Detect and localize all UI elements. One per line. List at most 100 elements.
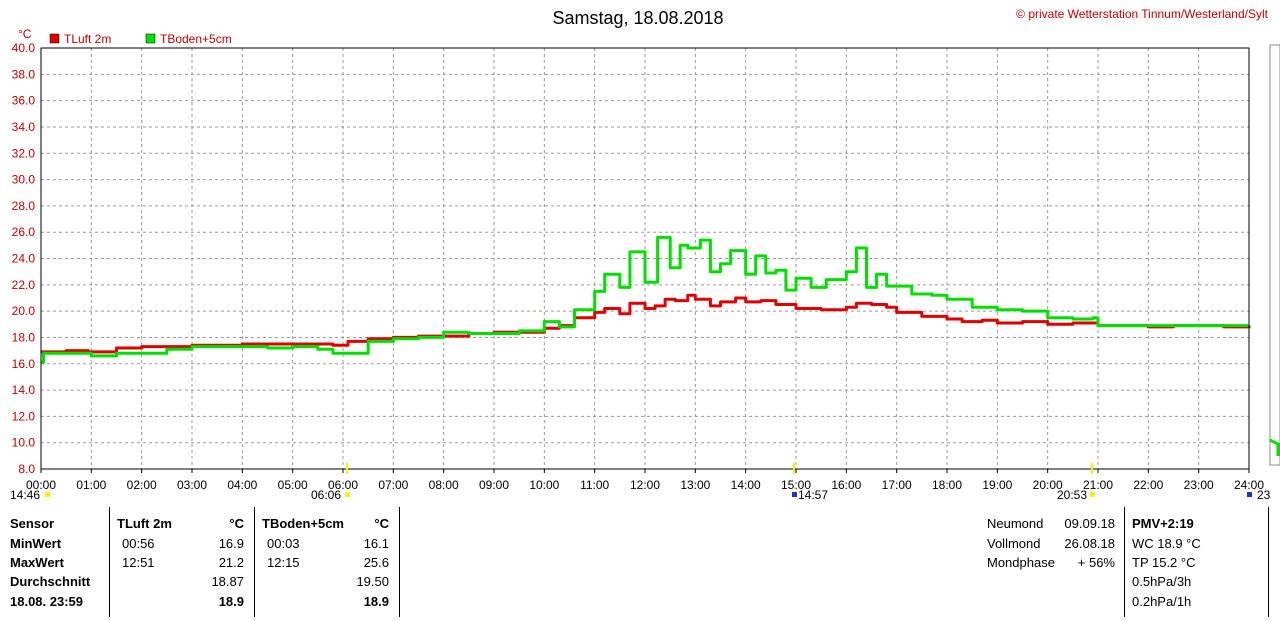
y-tick-label: 20.0: [12, 304, 36, 318]
stats-row-value1: 18.87: [211, 574, 244, 589]
stats-row-value2: 19.50: [356, 574, 389, 589]
stats-header-col2: TBoden+5cm: [262, 516, 344, 531]
x-tick-label: 22:00: [1133, 478, 1163, 492]
y-tick-label: 22.0: [12, 278, 36, 292]
y-tick-label: 34.0: [12, 120, 36, 134]
x-tick-label: 03:00: [177, 478, 207, 492]
annotation-marker: [45, 492, 50, 497]
stats-row-value1: 18.9: [218, 594, 244, 609]
axis-annotation-label: 14:57: [798, 488, 828, 502]
legend-label: TBoden+5cm: [160, 32, 232, 46]
series-lines: [41, 235, 1251, 364]
y-tick-label: 28.0: [12, 199, 36, 213]
x-tick-label: 09:00: [479, 478, 509, 492]
y-tick-label: 12.0: [12, 409, 36, 423]
stats-row-value1: 21.2: [218, 555, 244, 570]
stats-header-unit1: °C: [229, 516, 244, 531]
y-tick-label: 30.0: [12, 173, 36, 187]
moon-label: Mondphase: [987, 555, 1055, 570]
axis-annotation-label: 14:46: [10, 488, 40, 502]
x-tick-label: 15:00: [781, 478, 811, 492]
stats-header-col1: TLuft 2m: [117, 516, 172, 531]
comfort-line: 0.5hPa/3h: [1132, 574, 1192, 589]
x-tick-label: 16:00: [831, 478, 861, 492]
temperature-chart: Samstag, 18.08.2018 © private Wetterstat…: [10, 7, 1280, 502]
x-tick-label: 00:00: [26, 478, 56, 492]
x-tick-label: 05:00: [278, 478, 308, 492]
comfort-line: 0.2hPa/1h: [1132, 594, 1192, 609]
y-tick-label: 32.0: [12, 146, 36, 160]
stats-row-label: 18.08. 23:59: [10, 594, 84, 609]
annotation-marker: [1247, 492, 1252, 497]
annotation-marker: [792, 492, 797, 497]
x-tick-label: 17:00: [882, 478, 912, 492]
stats-row-time2: 00:03: [267, 536, 300, 551]
y-tick-label: 14.0: [12, 383, 36, 397]
axis-annotation-label: 06:06: [311, 488, 341, 502]
moon-value: + 56%: [1077, 555, 1115, 570]
legend: TLuft 2m TBoden+5cm: [49, 32, 232, 46]
statistics-panel: Sensor TLuft 2m °C TBoden+5cm °C MinWert…: [0, 505, 1280, 621]
y-tick-label: 40.0: [12, 41, 36, 55]
station-credit: © private Wetterstation Tinnum/Westerlan…: [1016, 7, 1269, 21]
axis-annotation-label: 23: [1257, 488, 1271, 502]
annotation-marker: [345, 492, 350, 497]
stats-row-value2: 16.1: [363, 536, 389, 551]
chart-title: Samstag, 18.08.2018: [552, 8, 723, 28]
x-tick-label: 10:00: [529, 478, 559, 492]
stats-row-label: MaxWert: [10, 555, 64, 570]
plot-frame: [40, 47, 1250, 470]
legend-swatch: [49, 33, 60, 44]
series-line-tboden-5cm: [41, 235, 1249, 364]
stats-row-label: Durchschnitt: [10, 574, 91, 589]
axis-annotations: 14:46 06:06 14:57 20:53 23: [10, 463, 1271, 502]
x-tick-label: 19:00: [982, 478, 1012, 492]
x-tick-label: 20:00: [1033, 478, 1063, 492]
x-tick-label: 12:00: [630, 478, 660, 492]
y-unit-label: °C: [18, 27, 32, 41]
comfort-line: TP 15.2 °C: [1132, 555, 1196, 570]
x-tick-label: 07:00: [378, 478, 408, 492]
stats-row-value2: 25.6: [363, 555, 389, 570]
legend-swatch: [145, 33, 156, 44]
y-tick-label: 36.0: [12, 94, 36, 108]
x-tick-label: 14:00: [731, 478, 761, 492]
stats-row-time1: 00:56: [122, 536, 155, 551]
x-tick-label: 18:00: [932, 478, 962, 492]
x-tick-label: 06:00: [328, 478, 358, 492]
annotation-marker: [1090, 492, 1095, 497]
x-tick-label: 21:00: [1083, 478, 1113, 492]
y-tick-label: 24.0: [12, 252, 36, 266]
y-tick-label: 38.0: [12, 67, 36, 81]
comfort-pmv: PMV+2:19: [1132, 516, 1194, 531]
comfort-line: WC 18.9 °C: [1132, 536, 1201, 551]
y-tick-label: 18.0: [12, 330, 36, 344]
x-tick-label: 13:00: [680, 478, 710, 492]
axis-annotation-label: 20:53: [1057, 488, 1087, 502]
moon-label: Vollmond: [987, 536, 1041, 551]
y-axis: 8.0 10.0 12.0 14.0 16.0 18.0 20.0 22.0 24.0 26.0 2…: [12, 41, 36, 476]
legend-label: TLuft 2m: [64, 32, 111, 46]
x-tick-label: 08:00: [429, 478, 459, 492]
y-tick-label: 10.0: [12, 436, 36, 450]
x-tick-label: 24:00: [1234, 478, 1264, 492]
stats-row-label: MinWert: [10, 536, 62, 551]
stats-row-time1: 12:51: [122, 555, 155, 570]
x-tick-label: 23:00: [1184, 478, 1214, 492]
x-tick-label: 04:00: [227, 478, 257, 492]
stats-row-value2: 18.9: [363, 594, 389, 609]
y-tick-label: 16.0: [12, 357, 36, 371]
right-edge-marks: [1269, 44, 1280, 466]
y-tick-label: 8.0: [18, 462, 35, 476]
x-tick-label: 11:00: [580, 478, 609, 492]
y-tick-label: 26.0: [12, 225, 36, 239]
moon-value: 26.08.18: [1064, 536, 1115, 551]
stats-header-sensor: Sensor: [10, 516, 55, 531]
x-tick-label: 01:00: [76, 478, 106, 492]
stats-row-value1: 16.9: [218, 536, 244, 551]
stats-header-unit2: °C: [374, 516, 389, 531]
moon-value: 09.09.18: [1064, 516, 1115, 531]
stats-row-time2: 12:15: [267, 555, 300, 570]
moon-label: Neumond: [987, 516, 1044, 531]
x-axis: 00:00 01:00 02:00 03:00 04:00 05:00 06:00 07:00…: [26, 469, 1264, 492]
